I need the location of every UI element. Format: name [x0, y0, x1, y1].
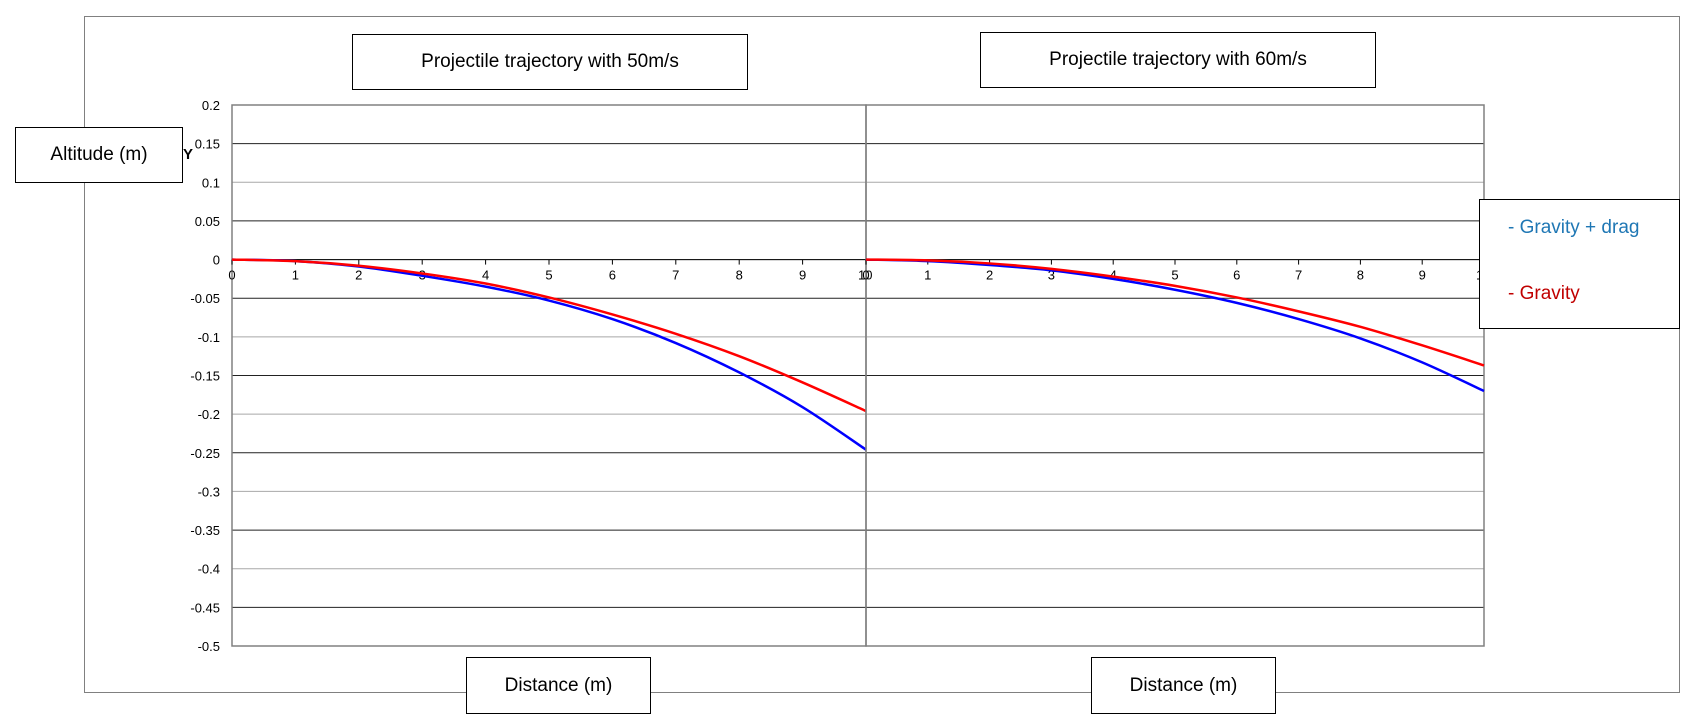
x-tick-label-right: 2: [986, 268, 993, 283]
x-tick-label-left: 2: [355, 268, 362, 283]
y-axis-letter: Y: [183, 146, 193, 163]
x-tick-label-left: 0: [228, 268, 235, 283]
x-tick-label-left: 5: [545, 268, 552, 283]
legend-item-gravity-drag: - Gravity + drag: [1508, 217, 1640, 238]
y-tick-label: -0.45: [190, 600, 220, 615]
y-tick-label: -0.15: [190, 369, 220, 384]
y-tick-label: 0.2: [202, 98, 220, 113]
y-tick-label: -0.2: [198, 407, 220, 422]
x-tick-label-right: 5: [1171, 268, 1178, 283]
chart-frame: [84, 16, 1680, 693]
legend: - Gravity + drag - Gravity: [1479, 199, 1680, 329]
y-tick-label: -0.35: [190, 523, 220, 538]
x-tick-label-right: 9: [1419, 268, 1426, 283]
y-tick-label: -0.4: [198, 562, 220, 577]
legend-item-gravity: - Gravity: [1508, 283, 1580, 304]
x-tick-label-left: 1: [292, 268, 299, 283]
x-tick-label-left: 4: [482, 268, 489, 283]
plot-area-right: [865, 104, 1485, 647]
x-tick-label-right: 7: [1295, 268, 1302, 283]
y-tick-label: -0.1: [198, 330, 220, 345]
x-tick-label-left: 9: [799, 268, 806, 283]
series-line-gravity-drag-right: [865, 258, 1485, 393]
y-tick-label: 0.05: [195, 214, 220, 229]
x-axis-label-right: Distance (m): [1091, 657, 1276, 714]
y-tick-label: 0: [213, 253, 220, 268]
x-tick-label-right: 6: [1233, 268, 1240, 283]
x-tick-label-left: 10: [858, 268, 872, 283]
x-tick-label-left: 8: [736, 268, 743, 283]
x-tick-label-right: 3: [1048, 268, 1055, 283]
chart-title-left: Projectile trajectory with 50m/s: [352, 34, 748, 90]
y-tick-label: -0.05: [190, 291, 220, 306]
x-tick-label-right: 0: [862, 268, 869, 283]
series-line-gravity-right: [865, 258, 1485, 367]
y-tick-label: 0.1: [202, 175, 220, 190]
series-line-gravity-drag-left: [231, 258, 867, 451]
y-tick-label: -0.3: [198, 484, 220, 499]
x-tick-label-left: 7: [672, 268, 679, 283]
x-tick-label-right: 8: [1357, 268, 1364, 283]
x-axis-label-left: Distance (m): [466, 657, 651, 714]
chart-title-right: Projectile trajectory with 60m/s: [980, 32, 1376, 88]
y-tick-label: -0.5: [198, 639, 220, 654]
y-tick-label: -0.25: [190, 446, 220, 461]
y-axis-label: Altitude (m): [15, 127, 183, 183]
x-tick-label-left: 6: [609, 268, 616, 283]
series-line-gravity-left: [231, 258, 867, 413]
y-tick-label: 0.15: [195, 137, 220, 152]
x-tick-label-right: 4: [1110, 268, 1117, 283]
x-tick-label-right: 1: [924, 268, 931, 283]
